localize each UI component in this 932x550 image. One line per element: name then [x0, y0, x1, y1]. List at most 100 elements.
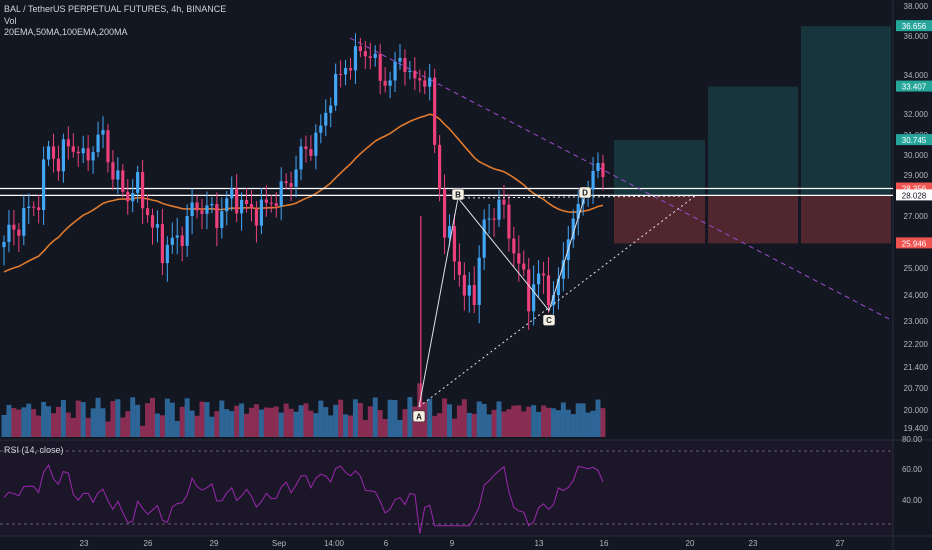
volume-legend[interactable]: Vol	[4, 16, 17, 26]
pattern-point-b: B	[455, 191, 461, 200]
candle-body	[170, 237, 174, 245]
volume-bar	[174, 420, 180, 437]
candle-body	[334, 73, 338, 106]
candle-body	[378, 53, 382, 81]
candle-body	[180, 235, 184, 246]
volume-bar	[372, 397, 378, 437]
candle-body	[51, 146, 56, 159]
candle-body	[537, 273, 541, 285]
candle-body	[576, 204, 580, 219]
candle-body	[423, 80, 427, 87]
volume-bar	[476, 401, 482, 437]
time-tick: 26	[144, 539, 153, 548]
price-tick: 24.000	[904, 291, 929, 300]
candle-body	[116, 170, 120, 180]
candle-body	[289, 183, 293, 187]
volume-bar	[199, 401, 205, 437]
volume-bar	[263, 407, 269, 437]
candle-body	[314, 132, 318, 156]
volume-bar	[110, 401, 116, 437]
candle-body	[210, 204, 214, 206]
candle-body	[27, 206, 31, 209]
price-tick: 22.200	[904, 340, 929, 349]
symbol-legend[interactable]: BAL / TetherUS PERPETUAL FUTURES, 4h, BI…	[4, 4, 227, 14]
candle-body	[442, 189, 447, 238]
candle-body	[551, 295, 556, 306]
candle-body	[71, 146, 75, 152]
candle-body	[507, 204, 511, 239]
volume-bar	[442, 398, 448, 437]
candle-body	[131, 193, 135, 202]
pattern-point-d: D	[582, 189, 588, 198]
candle-body	[324, 112, 328, 126]
price-tick: 23.000	[904, 317, 929, 326]
volume-bar	[115, 399, 121, 437]
volume-bar	[80, 402, 86, 437]
volume-bar	[239, 403, 245, 437]
candle-body	[353, 46, 358, 71]
price-tick: 30.000	[904, 151, 929, 160]
volume-bar	[224, 409, 230, 437]
price-tag-label: 28.356	[902, 185, 927, 194]
candle-body	[477, 257, 481, 305]
candle-body	[294, 169, 298, 187]
candle-body	[329, 105, 333, 113]
volume-bar	[164, 398, 170, 437]
volume-bar	[21, 407, 27, 437]
volume-bar	[333, 404, 339, 437]
candle-body	[42, 159, 46, 211]
volume-bar	[357, 402, 363, 437]
price-tag	[896, 134, 932, 146]
volume-bar	[36, 415, 42, 437]
candle-body	[358, 46, 362, 52]
time-tick: 14:00	[324, 539, 345, 548]
volume-bar	[392, 400, 398, 437]
candle-body	[388, 80, 392, 86]
volume-bar	[526, 406, 532, 437]
pattern-point-a-badge	[412, 410, 426, 423]
candle-body	[126, 191, 130, 202]
volume-bar	[145, 403, 151, 437]
volume-bar	[451, 418, 457, 437]
volume-bar	[288, 408, 294, 437]
volume-bar	[150, 397, 155, 437]
volume-bar	[570, 414, 576, 437]
price-tick: 21.400	[904, 363, 929, 372]
volume-bar	[348, 415, 353, 437]
candle-body	[160, 224, 164, 264]
rsi-legend[interactable]: RSI (14, close)	[4, 445, 64, 455]
volume-bar	[550, 408, 556, 437]
candle-body	[106, 130, 110, 163]
pattern-point-c: C	[546, 316, 552, 325]
price-tick: 20.700	[904, 384, 929, 393]
price-tick: 29.000	[904, 171, 929, 180]
price-tag	[896, 80, 932, 92]
volume-bar	[521, 411, 527, 437]
candle-body	[343, 68, 348, 75]
candle-body	[319, 125, 323, 133]
volume-bar	[298, 405, 304, 437]
volume-bar	[125, 411, 131, 437]
time-tick: 23	[749, 539, 758, 548]
candle-body	[220, 211, 224, 229]
candle-body	[467, 285, 471, 296]
volume-bar	[1, 415, 7, 437]
volume-bar	[204, 402, 210, 437]
stop-zone	[708, 195, 798, 244]
volume-bar	[253, 404, 259, 437]
price-tick: 19.400	[904, 424, 929, 433]
ma-legend[interactable]: 20EMA,50MA,100EMA,200MA	[4, 27, 128, 37]
candle-body	[2, 242, 6, 248]
rsi-tick: 40.00	[902, 496, 923, 505]
price-tick: 20.000	[904, 406, 929, 415]
candle-body	[230, 188, 234, 199]
candle-body	[12, 224, 16, 230]
candle-body	[398, 58, 402, 62]
volume-bar	[377, 410, 383, 437]
volume-bar	[560, 402, 566, 437]
volume-bar	[184, 398, 190, 437]
volume-bar	[268, 407, 274, 437]
candle-body	[136, 172, 140, 194]
